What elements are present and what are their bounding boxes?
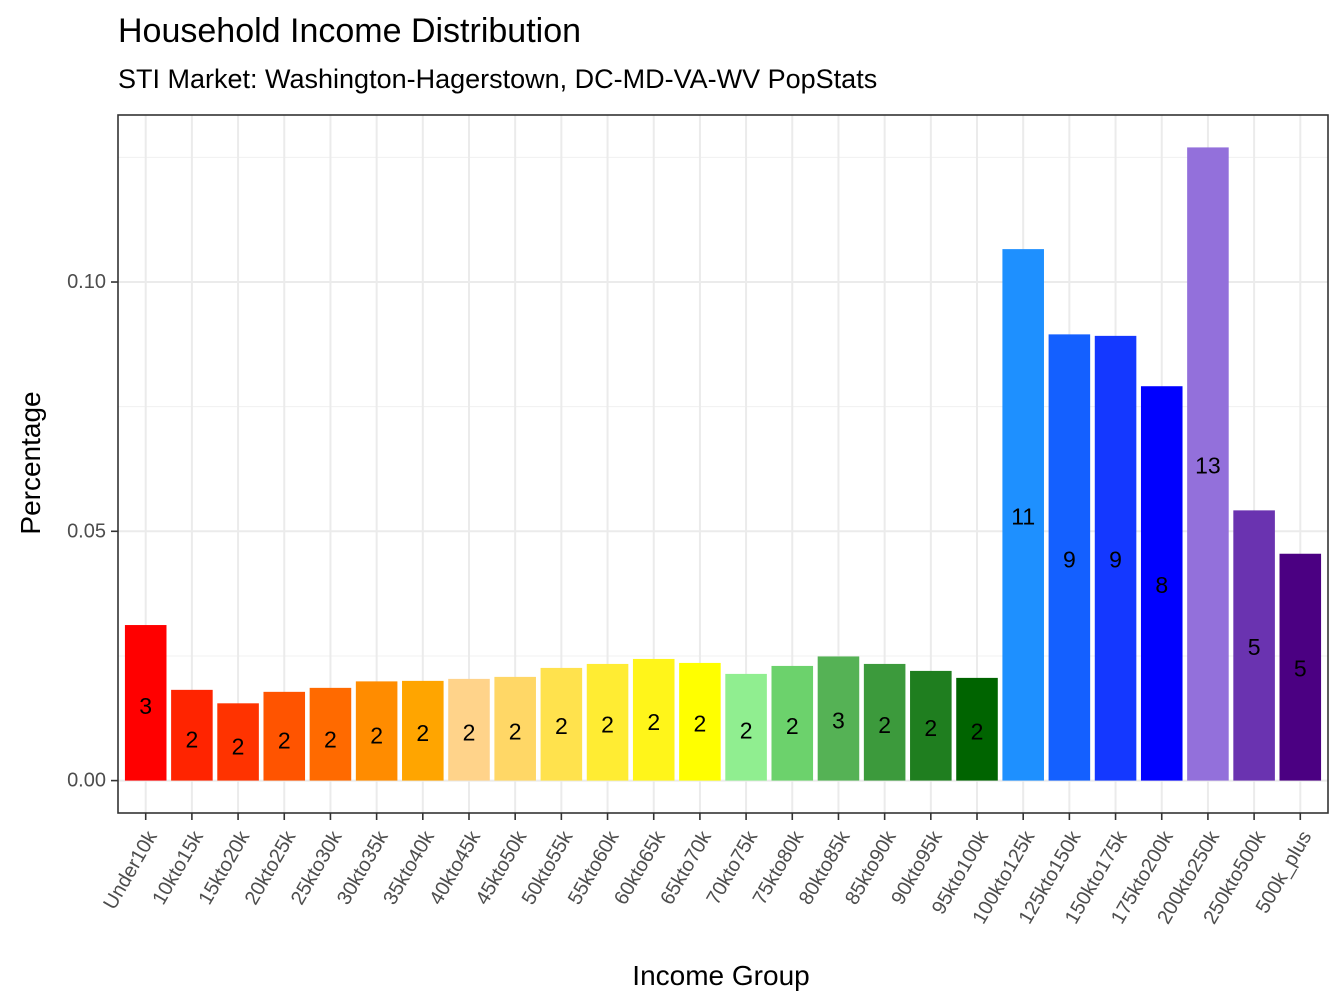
bar-500k_plus xyxy=(1279,553,1322,781)
bar-label-15kto20k: 2 xyxy=(232,734,245,760)
bar-90kto95k xyxy=(910,670,952,781)
bar-label-45kto50k: 2 xyxy=(509,719,522,745)
bar-55kto60k xyxy=(586,663,629,781)
bar-15kto20k xyxy=(217,703,259,781)
bar-250kto500k xyxy=(1233,510,1275,781)
bar-label-60kto65k: 2 xyxy=(647,709,660,735)
bar-label-85kto90k: 2 xyxy=(878,712,891,738)
bar-label-90kto95k: 2 xyxy=(924,715,937,741)
bar-label-Under10k: 3 xyxy=(139,693,152,719)
bar-label-80kto85k: 3 xyxy=(832,707,845,733)
bar-125kto150k xyxy=(1048,334,1091,781)
bar-50kto55k xyxy=(540,667,583,781)
bar-35kto40k xyxy=(402,680,444,781)
chart-subtitle: STI Market: Washington-Hagerstown, DC-MD… xyxy=(118,64,878,94)
bar-label-10kto15k: 2 xyxy=(185,727,198,753)
bars xyxy=(124,147,1322,781)
bar-label-150kto175k: 9 xyxy=(1109,547,1122,573)
bar-label-500k_plus: 5 xyxy=(1294,655,1307,681)
bar-150kto175k xyxy=(1094,335,1137,781)
bar-70kto75k xyxy=(725,673,767,781)
bar-label-20kto25k: 2 xyxy=(278,728,291,754)
bar-label-25kto30k: 2 xyxy=(324,727,337,753)
bar-label-30kto35k: 2 xyxy=(370,723,383,749)
bar-label-100kto125k: 11 xyxy=(1011,503,1035,529)
x-axis: Under10k10kto15k15kto20k20kto25k25kto30k… xyxy=(99,813,1316,928)
bar-Under10k xyxy=(124,625,167,781)
bar-95kto100k xyxy=(956,677,998,781)
bar-label-55kto60k: 2 xyxy=(601,711,614,737)
x-axis-title: Income Group xyxy=(632,960,810,991)
bar-label-50kto55k: 2 xyxy=(555,713,568,739)
bar-40kto45k xyxy=(448,678,490,781)
bar-labels: 3 2 2 2 2 2 2 2 2 2 2 2 2 2 2 3 2 2 2 11 9 9 8 13 5 5 xyxy=(139,452,1306,759)
y-tick-label: 0.00 xyxy=(67,770,106,792)
bar-label-250kto500k: 5 xyxy=(1248,634,1261,660)
bar-10kto15k xyxy=(171,689,213,781)
bar-label-65kto70k: 2 xyxy=(694,710,707,736)
bar-label-35kto40k: 2 xyxy=(416,720,429,746)
y-axis: 0.00 0.05 0.10 xyxy=(67,271,118,792)
bar-175kto200k xyxy=(1140,386,1183,781)
chart-title: Household Income Distribution xyxy=(118,12,582,50)
bar-20kto25k xyxy=(263,691,306,781)
y-tick-label: 0.05 xyxy=(67,520,106,542)
bar-label-200kto250k: 13 xyxy=(1195,452,1221,478)
bar-100kto125k xyxy=(1002,249,1044,781)
bar-label-75kto80k: 2 xyxy=(786,713,799,739)
bar-30kto35k xyxy=(355,681,398,781)
bar-85kto90k xyxy=(863,663,906,781)
bar-label-70kto75k: 2 xyxy=(740,718,753,744)
bar-80kto85k xyxy=(817,656,860,781)
bar-65kto70k xyxy=(679,662,721,781)
y-axis-title: Percentage xyxy=(15,391,46,535)
bar-label-125kto150k: 9 xyxy=(1063,547,1076,573)
bar-75kto80k xyxy=(771,665,814,781)
plot-border xyxy=(117,114,1329,814)
bar-200kto250k xyxy=(1187,147,1229,781)
bar-label-175kto200k: 8 xyxy=(1155,572,1168,598)
bar-45kto50k xyxy=(494,676,536,781)
bar-label-40kto45k: 2 xyxy=(463,720,476,746)
bar-label-95kto100k: 2 xyxy=(971,719,984,745)
bar-25kto30k xyxy=(309,687,352,781)
bar-60kto65k xyxy=(632,658,675,781)
y-tick-label: 0.10 xyxy=(67,271,106,293)
